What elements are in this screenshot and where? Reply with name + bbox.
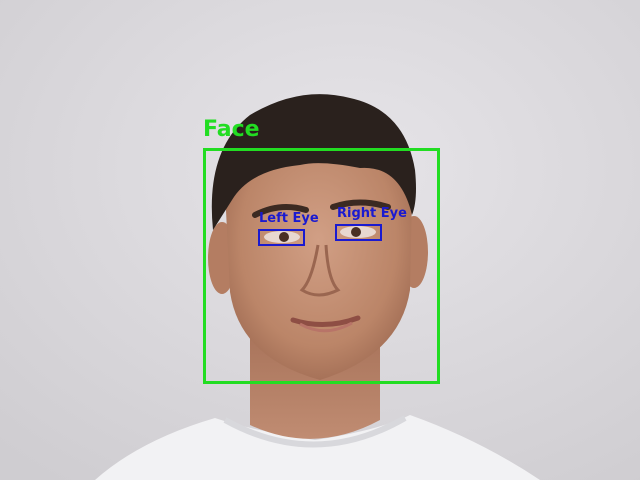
mouth (290, 315, 361, 328)
shirt (95, 415, 540, 480)
lower-lip (299, 321, 353, 333)
right-eye-detection-label: Right Eye (337, 206, 407, 221)
left-eye-detection-box (258, 229, 305, 246)
face-skin (225, 125, 412, 380)
left-iris (279, 232, 289, 242)
face-detection-box (203, 148, 440, 384)
right-eye-detection-box (335, 224, 382, 241)
nose (299, 244, 341, 297)
face-detection-label: Face (203, 117, 260, 142)
shirt-collar-shadow (223, 415, 407, 448)
right-iris (351, 227, 361, 237)
left-eyebrow (252, 203, 309, 218)
right-eyebrow (330, 199, 391, 210)
left-eye-detection-label: Left Eye (259, 211, 319, 226)
hair (211, 94, 416, 230)
